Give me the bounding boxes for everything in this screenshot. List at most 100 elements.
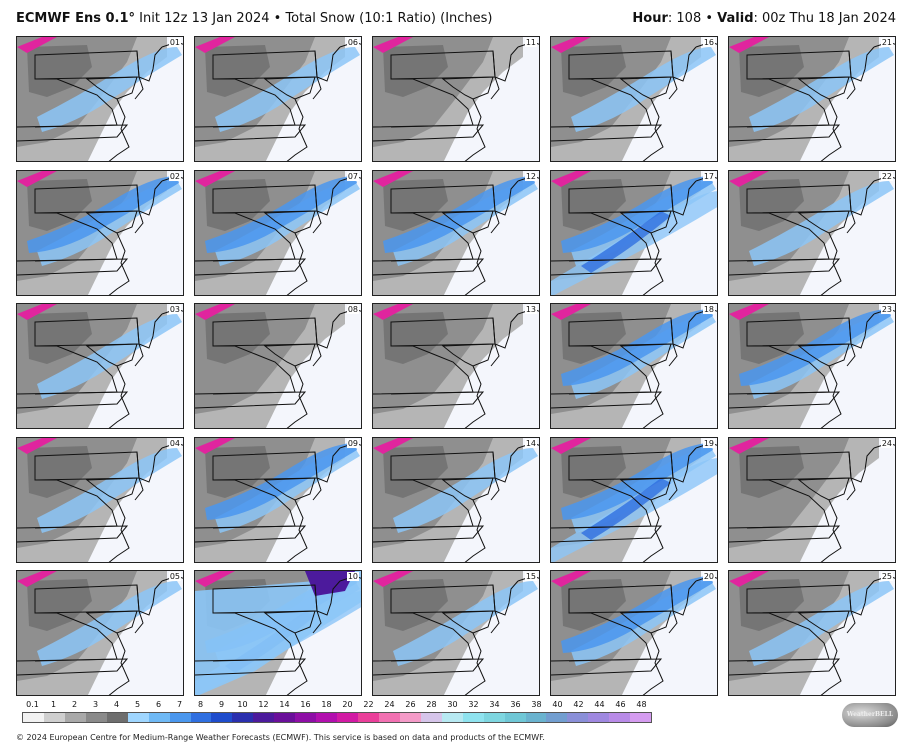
member-number: 19 bbox=[702, 438, 715, 448]
colorbar-tick-label: 9 bbox=[218, 700, 225, 709]
member-number: 16 bbox=[702, 38, 715, 47]
member-number: 05 bbox=[168, 572, 181, 581]
ensemble-member-panel: 14 bbox=[372, 436, 540, 563]
colorbar-tick-label: 4 bbox=[113, 700, 120, 709]
ensemble-member-panel: 03 bbox=[16, 303, 184, 429]
member-number: 10 bbox=[346, 572, 359, 581]
member-number: 25 bbox=[880, 572, 893, 581]
colorbar-tick-label: 6 bbox=[155, 700, 162, 709]
member-number: 11 bbox=[524, 38, 537, 47]
ensemble-member-panel: 09 bbox=[194, 436, 362, 563]
snowfall-map bbox=[551, 437, 717, 562]
copyright-footer: © 2024 European Centre for Medium-Range … bbox=[16, 733, 545, 742]
colorbar-swatch bbox=[525, 713, 547, 722]
colorbar-swatch bbox=[316, 713, 338, 722]
colorbar-tick-label: 48 bbox=[636, 700, 647, 709]
colorbar-swatch bbox=[85, 713, 107, 722]
member-number: 03 bbox=[168, 305, 181, 314]
colorbar-swatch bbox=[567, 713, 589, 722]
degree-symbol: ° bbox=[128, 11, 136, 26]
colorbar-swatch bbox=[399, 713, 421, 722]
valid-value: : 00z Thu 18 Jan 2024 bbox=[753, 11, 897, 26]
snowfall-map bbox=[729, 571, 895, 695]
snowfall-map bbox=[551, 304, 717, 428]
colorbar-tick-label: 20 bbox=[342, 700, 353, 709]
colorbar-swatch bbox=[483, 713, 505, 722]
colorbar-tick-label: 16 bbox=[300, 700, 311, 709]
colorbar-swatch bbox=[588, 713, 610, 722]
valid-label: Valid bbox=[717, 11, 754, 26]
ensemble-member-panel: 12 bbox=[372, 169, 540, 296]
snowfall-map bbox=[195, 304, 361, 428]
member-number: 12 bbox=[524, 171, 537, 181]
colorbar-swatch bbox=[441, 713, 463, 722]
colorbar-tick-label: 38 bbox=[531, 700, 542, 709]
snowfall-map bbox=[373, 37, 539, 161]
member-number: 20 bbox=[702, 572, 715, 581]
model-name: ECMWF Ens 0.1 bbox=[16, 11, 129, 26]
member-number: 08 bbox=[346, 305, 359, 314]
snowfall-map bbox=[373, 304, 539, 428]
colorbar-tick-label: 26 bbox=[405, 700, 416, 709]
colorbar-tick-label: 1 bbox=[50, 700, 57, 709]
colorbar-tick-label: 46 bbox=[615, 700, 626, 709]
snowfall-map bbox=[373, 571, 539, 695]
member-number: 17 bbox=[702, 171, 715, 181]
member-number: 15 bbox=[524, 572, 537, 581]
ensemble-member-panel: 07 bbox=[194, 169, 362, 296]
snowfall-map bbox=[17, 170, 183, 295]
init-description: Init 12z 13 Jan 2024 • Total Snow (10:1 … bbox=[135, 11, 493, 26]
colorbar-tick-label: 24 bbox=[384, 700, 395, 709]
colorbar-swatch bbox=[43, 713, 65, 722]
colorbar-swatch bbox=[358, 713, 379, 722]
colorbar-tick-label: 34 bbox=[489, 700, 500, 709]
colorbar-swatch bbox=[420, 713, 442, 722]
colorbar-swatch bbox=[337, 713, 358, 722]
ensemble-member-panel: 19 bbox=[550, 436, 718, 563]
ensemble-member-panel: 08 bbox=[194, 303, 362, 429]
colorbar-tick-label: 30 bbox=[447, 700, 458, 709]
snowfall-map bbox=[195, 437, 361, 562]
colorbar-labels: 0.1 1 2 3 4 5 6 7 8 9 10 12 14 16 18 20 22 24 26 28 30 32 34 36… bbox=[22, 700, 652, 712]
member-number: 13 bbox=[524, 305, 537, 314]
member-number: 04 bbox=[168, 438, 181, 448]
ensemble-panel-grid: 01 06 11 16 21 02 07 12 17 22 03 08 13 18 23 04 09 14 19 24… bbox=[16, 36, 897, 696]
colorbar-tick-label: 18 bbox=[321, 700, 332, 709]
snowfall-map bbox=[195, 571, 361, 695]
colorbar-tick-label: 32 bbox=[468, 700, 479, 709]
colorbar-swatch bbox=[274, 713, 296, 722]
snowfall-map bbox=[729, 170, 895, 295]
ensemble-member-panel: 20 bbox=[550, 570, 718, 696]
ensemble-member-panel: 24 bbox=[728, 436, 896, 563]
colorbar-swatch bbox=[232, 713, 254, 722]
colorbar-tick-label: 12 bbox=[258, 700, 269, 709]
ensemble-member-panel: 11 bbox=[372, 36, 540, 162]
colorbar-swatch bbox=[295, 713, 317, 722]
colorbar-tick-label: 10 bbox=[237, 700, 248, 709]
ensemble-member-panel: 23 bbox=[728, 303, 896, 429]
snowfall-map bbox=[17, 37, 183, 161]
snowfall-map bbox=[551, 37, 717, 161]
snowfall-map bbox=[551, 170, 717, 295]
ensemble-member-panel: 18 bbox=[550, 303, 718, 429]
snowfall-map bbox=[729, 37, 895, 161]
ensemble-member-panel: 17 bbox=[550, 169, 718, 296]
colorbar-swatch bbox=[378, 713, 400, 722]
snowfall-colorbar bbox=[22, 712, 652, 723]
colorbar-tick-label: 22 bbox=[363, 700, 374, 709]
colorbar-swatch bbox=[462, 713, 484, 722]
ensemble-member-panel: 02 bbox=[16, 169, 184, 296]
colorbar-tick-label: 3 bbox=[92, 700, 99, 709]
map-title: ECMWF Ens 0.1° Init 12z 13 Jan 2024 • To… bbox=[16, 11, 493, 26]
colorbar-swatch bbox=[546, 713, 568, 722]
colorbar-tick-label: 7 bbox=[176, 700, 183, 709]
member-number: 22 bbox=[880, 171, 893, 181]
member-number: 09 bbox=[346, 438, 359, 448]
colorbar-tick-label: 36 bbox=[510, 700, 521, 709]
snowfall-map bbox=[195, 170, 361, 295]
colorbar-swatch bbox=[190, 713, 212, 722]
colorbar-tick-label: 0.1 bbox=[26, 700, 39, 709]
ensemble-member-panel: 10 bbox=[194, 570, 362, 696]
valid-time: Hour: 108 • Valid: 00z Thu 18 Jan 2024 bbox=[632, 11, 896, 26]
member-number: 07 bbox=[346, 171, 359, 181]
